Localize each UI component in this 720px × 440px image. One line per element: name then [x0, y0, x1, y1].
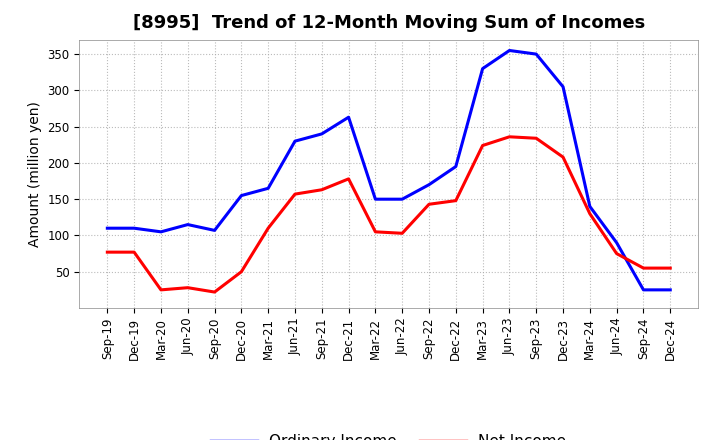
- Net Income: [264, 226, 272, 231]
- Ordinary Income: [451, 164, 460, 169]
- Ordinary Income: [532, 51, 541, 57]
- Net Income: [639, 265, 648, 271]
- Net Income: [130, 249, 138, 255]
- Net Income: [210, 290, 219, 295]
- Net Income: [559, 154, 567, 160]
- Net Income: [451, 198, 460, 203]
- Title: [8995]  Trend of 12-Month Moving Sum of Incomes: [8995] Trend of 12-Month Moving Sum of I…: [132, 15, 645, 33]
- Net Income: [318, 187, 326, 192]
- Net Income: [666, 265, 675, 271]
- Net Income: [425, 202, 433, 207]
- Net Income: [478, 143, 487, 148]
- Y-axis label: Amount (million yen): Amount (million yen): [27, 101, 42, 247]
- Ordinary Income: [184, 222, 192, 227]
- Net Income: [532, 136, 541, 141]
- Ordinary Income: [130, 226, 138, 231]
- Ordinary Income: [639, 287, 648, 293]
- Ordinary Income: [157, 229, 166, 235]
- Net Income: [157, 287, 166, 293]
- Ordinary Income: [478, 66, 487, 71]
- Net Income: [585, 211, 594, 216]
- Ordinary Income: [585, 204, 594, 209]
- Ordinary Income: [237, 193, 246, 198]
- Ordinary Income: [398, 197, 407, 202]
- Ordinary Income: [371, 197, 379, 202]
- Net Income: [612, 251, 621, 256]
- Ordinary Income: [612, 240, 621, 246]
- Net Income: [398, 231, 407, 236]
- Net Income: [291, 191, 300, 197]
- Net Income: [371, 229, 379, 235]
- Ordinary Income: [559, 84, 567, 89]
- Ordinary Income: [103, 226, 112, 231]
- Ordinary Income: [210, 228, 219, 233]
- Ordinary Income: [666, 287, 675, 293]
- Line: Net Income: Net Income: [107, 137, 670, 292]
- Ordinary Income: [264, 186, 272, 191]
- Ordinary Income: [425, 182, 433, 187]
- Ordinary Income: [505, 48, 514, 53]
- Ordinary Income: [291, 139, 300, 144]
- Net Income: [344, 176, 353, 182]
- Line: Ordinary Income: Ordinary Income: [107, 51, 670, 290]
- Net Income: [237, 269, 246, 275]
- Ordinary Income: [318, 131, 326, 136]
- Net Income: [505, 134, 514, 139]
- Ordinary Income: [344, 114, 353, 120]
- Legend: Ordinary Income, Net Income: Ordinary Income, Net Income: [205, 429, 572, 440]
- Net Income: [184, 285, 192, 290]
- Net Income: [103, 249, 112, 255]
